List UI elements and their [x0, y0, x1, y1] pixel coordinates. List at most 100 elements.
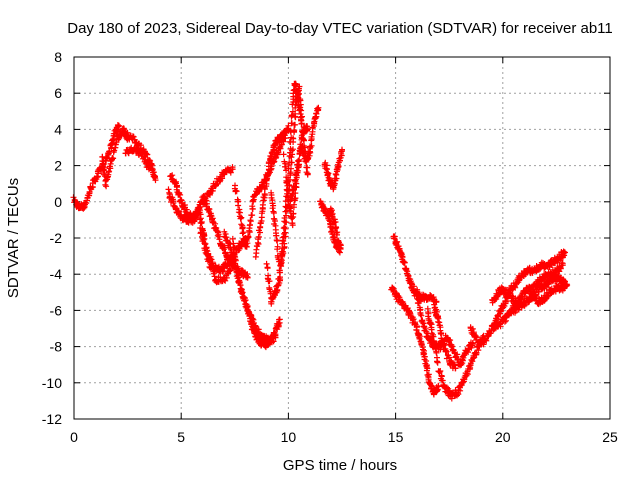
- data-point: [433, 298, 440, 305]
- data-point: [396, 294, 403, 301]
- data-point: [439, 377, 446, 384]
- data-point: [295, 157, 302, 164]
- data-point: [394, 238, 401, 245]
- data-point: [206, 206, 213, 213]
- data-point: [100, 160, 106, 167]
- data-point: [239, 230, 246, 237]
- y-tick-label: -12: [42, 411, 62, 427]
- data-point: [238, 221, 245, 228]
- data-point: [274, 243, 281, 250]
- data-point: [315, 104, 322, 111]
- data-point: [438, 330, 445, 337]
- data-point: [329, 231, 336, 237]
- data-point: [512, 298, 519, 305]
- data-point: [107, 165, 114, 172]
- data-point: [249, 206, 256, 212]
- data-point: [559, 253, 566, 260]
- data-point: [422, 325, 429, 332]
- data-point: [285, 122, 292, 129]
- data-point: [289, 222, 296, 229]
- data-point: [233, 188, 240, 195]
- data-point: [564, 282, 571, 289]
- data-point: [210, 270, 217, 277]
- x-tick-label: 5: [177, 429, 185, 445]
- data-point: [563, 283, 570, 290]
- data-point: [104, 174, 110, 181]
- data-point: [289, 108, 296, 115]
- data-point: [334, 166, 341, 173]
- data-point: [283, 167, 290, 174]
- data-point: [253, 330, 260, 337]
- data-point: [518, 293, 525, 300]
- data-point: [291, 184, 298, 191]
- data-point: [424, 365, 431, 372]
- data-point: [284, 187, 291, 194]
- data-point: [298, 143, 305, 150]
- data-point: [333, 224, 340, 231]
- data-point: [313, 110, 320, 117]
- data-point: [503, 286, 510, 293]
- data-point: [205, 257, 212, 264]
- data-point: [292, 121, 298, 128]
- data-point: [276, 316, 283, 323]
- data-point: [263, 173, 270, 180]
- data-point: [418, 312, 425, 319]
- data-point: [270, 202, 277, 209]
- grid-lines: [74, 57, 610, 419]
- data-point: [235, 202, 242, 209]
- data-point: [83, 200, 90, 207]
- data-point: [403, 265, 410, 272]
- data-point: [421, 353, 428, 360]
- data-point: [244, 240, 251, 247]
- y-axis-title: SDTVAR / TECUs: [5, 178, 22, 298]
- y-tick-label: -4: [50, 266, 63, 282]
- data-point: [296, 107, 303, 114]
- data-point: [298, 117, 305, 124]
- x-tick-labels: 0 5 10 15 20 25: [70, 429, 618, 445]
- data-point: [229, 249, 235, 256]
- data-point: [293, 81, 299, 88]
- data-point: [266, 278, 273, 285]
- data-point: [146, 166, 152, 173]
- data-point: [447, 357, 454, 364]
- data-point: [277, 269, 283, 276]
- data-point: [197, 225, 204, 231]
- data-point: [274, 237, 281, 244]
- data-point: [434, 386, 441, 393]
- data-point: [304, 126, 311, 133]
- data-point: [337, 157, 343, 164]
- data-point: [103, 183, 110, 190]
- data-point: [296, 148, 303, 154]
- x-tick-label: 0: [70, 429, 78, 445]
- x-tick-label: 25: [602, 429, 618, 445]
- data-point: [278, 259, 285, 266]
- data-point: [292, 177, 298, 184]
- data-point: [270, 210, 277, 216]
- data-point: [116, 122, 122, 129]
- data-point: [326, 176, 333, 183]
- data-point: [404, 268, 411, 275]
- data-point: [391, 235, 398, 242]
- data-point: [483, 337, 490, 344]
- data-point: [110, 155, 117, 162]
- data-point: [265, 170, 272, 177]
- data-points: [70, 80, 571, 402]
- x-axis-title: GPS time / hours: [283, 457, 397, 474]
- data-point: [287, 127, 294, 134]
- data-point: [211, 273, 218, 280]
- data-point: [519, 294, 526, 300]
- data-point: [220, 268, 227, 274]
- data-point: [222, 231, 229, 237]
- data-point: [270, 338, 277, 345]
- data-point: [559, 262, 566, 269]
- data-point: [290, 210, 297, 217]
- data-point: [249, 212, 256, 219]
- data-point: [175, 208, 182, 215]
- data-point: [289, 112, 296, 119]
- data-point: [339, 148, 345, 155]
- data-point: [245, 234, 252, 240]
- data-point: [216, 236, 223, 243]
- data-point: [296, 156, 303, 163]
- data-point: [288, 134, 295, 141]
